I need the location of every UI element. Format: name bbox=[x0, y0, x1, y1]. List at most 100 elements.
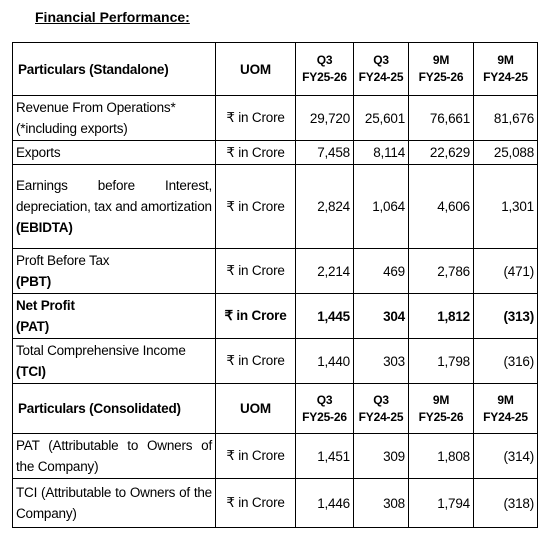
header-line: FY25-26 bbox=[418, 409, 464, 424]
row: Earnings before Interest, depreciation, … bbox=[12, 164, 538, 249]
label-cell: Revenue From Operations* (*including expo… bbox=[12, 95, 216, 141]
label: Revenue From Operations* bbox=[16, 100, 176, 115]
header-cell: 9M FY24-25 bbox=[473, 383, 538, 434]
value-cell: (471) bbox=[473, 248, 538, 294]
label-cell: Net Profit (PAT) bbox=[12, 293, 216, 339]
value-cell: 1,808 bbox=[408, 433, 474, 479]
value-cell: 2,786 bbox=[408, 248, 474, 294]
value-cell: 76,661 bbox=[408, 95, 474, 141]
header-cell: Q3 FY24-25 bbox=[353, 383, 409, 434]
uom-cell: ₹ in Crore bbox=[215, 248, 296, 294]
value-cell: 2,824 bbox=[295, 164, 354, 249]
header-line: Q3 bbox=[316, 53, 333, 67]
header-line: Q3 bbox=[373, 53, 389, 67]
uom-cell: ₹ in Crore bbox=[215, 478, 296, 528]
header-line: FY24-25 bbox=[483, 409, 528, 424]
value-cell: 1,812 bbox=[408, 293, 474, 339]
label: Net Profit bbox=[16, 298, 75, 313]
value-cell: 1,440 bbox=[295, 338, 354, 384]
abbr: (EBIDTA) bbox=[16, 220, 73, 235]
label-cell: Earnings before Interest, depreciation, … bbox=[12, 164, 216, 249]
header-line: Q3 bbox=[373, 392, 389, 407]
label-cell: Total Comprehensive Income (TCI) bbox=[12, 338, 216, 384]
value-cell: 469 bbox=[353, 248, 409, 294]
label: Earnings before Interest, depreciation, … bbox=[16, 178, 212, 214]
value-cell: 25,088 bbox=[473, 140, 538, 165]
value-cell: 2,214 bbox=[295, 248, 354, 294]
row: Net Profit (PAT) ₹ in Crore 1,445 304 1,812 (3… bbox=[12, 293, 538, 339]
title: Financial Performance: bbox=[35, 9, 190, 25]
row: TCI (Attributable to Owners of the Compa… bbox=[12, 478, 538, 528]
uom-cell: ₹ in Crore bbox=[215, 338, 296, 384]
value-cell: 8,114 bbox=[353, 140, 409, 165]
header-row: Particulars (Consolidated) UOM Q3 FY25-26 Q3… bbox=[12, 383, 538, 434]
value-cell: 308 bbox=[353, 478, 409, 528]
value-cell: 7,458 bbox=[295, 140, 354, 165]
uom-cell: ₹ in Crore bbox=[215, 95, 296, 141]
header-line: 9M bbox=[497, 392, 514, 407]
header-line: 9M bbox=[432, 53, 450, 67]
label: Proft Before Tax bbox=[16, 253, 110, 268]
uom-cell: ₹ in Crore bbox=[215, 293, 296, 339]
header-line: FY25-26 bbox=[302, 409, 347, 424]
value-cell: (314) bbox=[473, 433, 538, 479]
label-cell: TCI (Attributable to Owners of the Compa… bbox=[12, 478, 216, 528]
value-cell: (318) bbox=[473, 478, 538, 528]
value-cell: 1,446 bbox=[295, 478, 354, 528]
value-cell: 303 bbox=[353, 338, 409, 384]
abbr: (TCI) bbox=[16, 364, 46, 379]
uom-cell: ₹ in Crore bbox=[215, 140, 296, 165]
header-cell: Q3 FY25-26 bbox=[295, 42, 354, 96]
label-cell: Exports bbox=[12, 140, 216, 165]
value-cell: 81,676 bbox=[473, 95, 538, 141]
label: Exports bbox=[16, 145, 61, 160]
header-line: FY25-26 bbox=[418, 70, 464, 84]
header-line: FY24-25 bbox=[358, 409, 404, 424]
header-line: Q3 bbox=[316, 392, 333, 407]
value-cell: (313) bbox=[473, 293, 538, 339]
row: Proft Before Tax (PBT) ₹ in Crore 2,214 469 2… bbox=[12, 248, 538, 294]
header-cell: 9M FY25-26 bbox=[408, 383, 474, 434]
value-cell: 1,064 bbox=[353, 164, 409, 249]
value-cell: 309 bbox=[353, 433, 409, 479]
label-cell: PAT (Attributable to Owners of the Compa… bbox=[12, 433, 216, 479]
row: Exports ₹ in Crore 7,458 8,114 22,629 25,088 bbox=[12, 140, 538, 165]
header-line: FY24-25 bbox=[358, 70, 404, 84]
value-cell: 1,451 bbox=[295, 433, 354, 479]
header-cell: 9M FY25-26 bbox=[408, 42, 474, 96]
value-cell: 29,720 bbox=[295, 95, 354, 141]
consolidated-table: Particulars (Consolidated) UOM Q3 FY25-26 Q3… bbox=[12, 383, 538, 528]
row: Total Comprehensive Income (TCI) ₹ in Cror… bbox=[12, 338, 538, 384]
label: PAT (Attributable to Owners of the Compa… bbox=[16, 438, 212, 474]
value-cell: 22,629 bbox=[408, 140, 474, 165]
note: (*including exports) bbox=[16, 121, 128, 136]
value-cell: 1,301 bbox=[473, 164, 538, 249]
header-cell: Q3 FY25-26 bbox=[295, 383, 354, 434]
label: TCI (Attributable to Owners of the Compa… bbox=[16, 485, 212, 521]
header-cell: UOM bbox=[215, 42, 296, 96]
header-cell: 9M FY24-25 bbox=[473, 42, 538, 96]
row: PAT (Attributable to Owners of the Compa… bbox=[12, 433, 538, 479]
value-cell: 304 bbox=[353, 293, 409, 339]
value-cell: 4,606 bbox=[408, 164, 474, 249]
header-line: 9M bbox=[432, 392, 450, 407]
uom-cell: ₹ in Crore bbox=[215, 433, 296, 479]
abbr: (PBT) bbox=[16, 274, 51, 289]
header-cell: UOM bbox=[215, 383, 296, 434]
header-line: 9M bbox=[497, 53, 514, 67]
value-cell: 1,794 bbox=[408, 478, 474, 528]
header-line: FY24-25 bbox=[483, 70, 528, 84]
label: Total Comprehensive Income bbox=[16, 343, 186, 358]
value-cell: 1,445 bbox=[295, 293, 354, 339]
row: Revenue From Operations* (*including expo… bbox=[12, 95, 538, 141]
abbr: (PAT) bbox=[16, 319, 49, 334]
header-line: FY25-26 bbox=[302, 70, 347, 84]
header-row: Particulars (Standalone) UOM Q3 FY25-26 Q3 FY… bbox=[12, 42, 538, 96]
value-cell: 1,798 bbox=[408, 338, 474, 384]
value-cell: (316) bbox=[473, 338, 538, 384]
label-cell: Proft Before Tax (PBT) bbox=[12, 248, 216, 294]
header-cell: Particulars (Standalone) bbox=[12, 42, 216, 96]
value-cell: 25,601 bbox=[353, 95, 409, 141]
header-cell: Q3 FY24-25 bbox=[353, 42, 409, 96]
